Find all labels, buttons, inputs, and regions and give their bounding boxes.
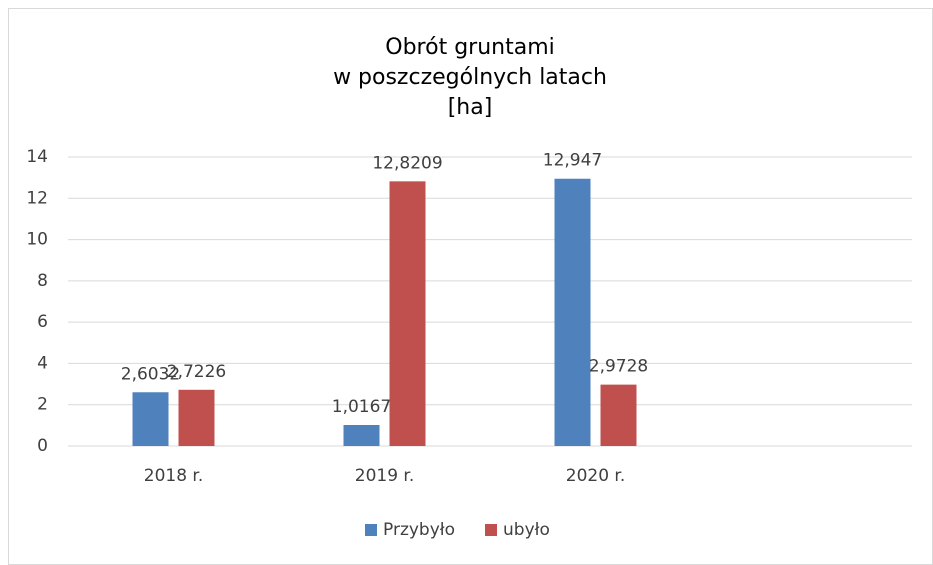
x-tick-label: 2019 r. bbox=[355, 466, 415, 486]
data-label: 12,947 bbox=[543, 151, 602, 171]
bar bbox=[178, 389, 215, 446]
y-tick-label: 14 bbox=[26, 147, 48, 167]
data-label: 1,0167 bbox=[332, 397, 391, 417]
legend-label: ubyło bbox=[503, 520, 550, 540]
data-label: 2,6032 bbox=[121, 364, 180, 384]
data-label: 2,9728 bbox=[589, 357, 648, 377]
chart-title: [ha] bbox=[448, 95, 493, 120]
bar bbox=[389, 181, 426, 446]
y-tick-label: 4 bbox=[37, 353, 48, 373]
legend-label: Przybyło bbox=[383, 520, 455, 540]
data-label: 2,7226 bbox=[167, 362, 226, 382]
legend-swatch bbox=[485, 524, 497, 536]
y-tick-label: 8 bbox=[37, 271, 48, 291]
y-tick-label: 12 bbox=[26, 188, 48, 208]
bar bbox=[343, 425, 380, 446]
bar bbox=[554, 178, 591, 446]
legend-swatch bbox=[365, 524, 377, 536]
chart-frame bbox=[8, 8, 933, 565]
y-tick-label: 6 bbox=[37, 312, 48, 332]
data-label: 12,8209 bbox=[372, 153, 442, 173]
x-tick-label: 2020 r. bbox=[566, 466, 626, 486]
bar bbox=[132, 392, 169, 446]
y-tick-label: 0 bbox=[37, 436, 48, 456]
y-tick-label: 2 bbox=[37, 395, 48, 415]
x-tick-label: 2018 r. bbox=[144, 466, 204, 486]
bar bbox=[600, 384, 637, 446]
chart-title: Obrót gruntami bbox=[385, 35, 554, 60]
y-tick-label: 10 bbox=[26, 230, 48, 250]
chart-title: w poszczególnych latach bbox=[333, 65, 607, 90]
